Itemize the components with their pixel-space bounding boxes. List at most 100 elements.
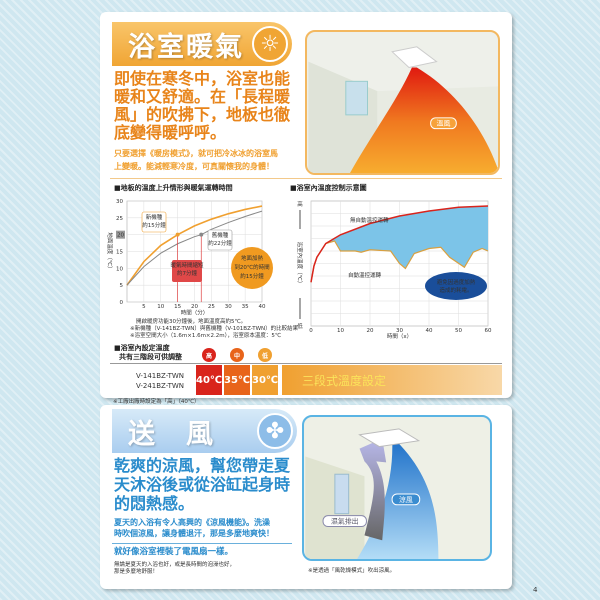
heating-illustration: 溫風 [305, 30, 500, 175]
y-tick-label: 15 [116, 250, 123, 256]
summary-circle [231, 247, 273, 289]
headline-line: 的悶熱感。 [114, 494, 195, 513]
y-tick-label: 25 [116, 216, 123, 222]
summary-circle-text: 地面加熱 [241, 254, 264, 262]
note-line: ※新機種（V-141BZ-TWN）與舊機種（V-101BZ-TWN）的比較結果 [130, 326, 299, 332]
level-high: 高 [202, 348, 216, 362]
temp-40: 40℃ [196, 365, 222, 395]
fan-section: 送 風 ✤ 乾爽的涼風，幫您帶走夏 天沐浴後或從浴缸起身時 的悶熱感。 夏天的入… [100, 405, 512, 589]
x-tick-label: 5 [142, 304, 146, 310]
data-point [199, 232, 204, 237]
x-tick-label: 60 [485, 328, 492, 334]
subtext-line: 上變暖。能減輕寒冷度，可真關懷我的身體！ [114, 162, 274, 171]
heating-subtext: 只要選擇《暖房模式》，就可把冷冰冰的浴室馬 上變暖。能減輕寒冷度，可真關懷我的身… [114, 147, 278, 173]
x-tick-label: 15 [174, 304, 181, 310]
setting-title: ■浴室內設定溫度 共有三階段可供調整 [114, 344, 182, 362]
setting-title-line: ■浴室內設定溫度 [114, 344, 170, 352]
page-number: 4 [533, 586, 538, 594]
x-tick-label: 10 [337, 328, 344, 334]
old-model-label [207, 229, 233, 251]
heating-headline: 即使在寒冬中，浴室也能 暖和又舒適。在「長程暖 風」的吹拂下，地板也徹 底變得暖… [114, 70, 290, 142]
x-tick-label: 40 [426, 328, 433, 334]
fan-note: ※是透過「風乾燥模式」吹出涼風。 [308, 568, 396, 574]
headline-line: 底變得暖呼呼。 [114, 123, 227, 142]
chart1-notes: 開啟暖房功能30分鐘後，地面溫度高約5℃。 ※新機種（V-141BZ-TWN）與… [130, 319, 298, 340]
fan-title: 送 風 [128, 418, 215, 450]
reduction-label-text: 暖氣時間縮短 [170, 261, 204, 269]
fan-small-text: 無論是夏天的入浴也好，或是長時間的泡澡也好， 那是多麼地舒服！ [114, 562, 235, 576]
x-tick-label: 30 [396, 328, 403, 334]
y-axis-label: 地面溫度（℃） [106, 232, 114, 271]
data-point [175, 232, 180, 237]
headline-line: 即使在寒冬中，浴室也能 [114, 69, 291, 88]
x-tick-label: 10 [157, 304, 164, 310]
fan-subtext: 夏天的入浴有令人高興的《涼風機能》。洗澡 時吹個涼風，讓身體退汗，那是多麼地爽快… [114, 517, 274, 539]
y-tick-label: 0 [120, 300, 124, 306]
subtext-line: 夏天的入浴有令人高興的《涼風機能》。洗澡 [114, 518, 270, 527]
chart2-title: ■浴室內溫度控制示意圖 [290, 184, 367, 192]
y-tick-label: 5 [120, 283, 124, 289]
fan-icon: ✤ [257, 413, 293, 449]
small-line: 無論是夏天的入浴也好，或是長時間的泡澡也好， [114, 562, 236, 568]
x-tick-label: 25 [208, 304, 215, 310]
old-model-label-text: 約22分鐘 [208, 239, 232, 247]
bubble-text: 造成的耗電。 [439, 286, 472, 294]
heating-section: 浴室暖氣 ☼ 即使在寒冬中，浴室也能 暖和又舒適。在「長程暖 風」的吹拂下，地板… [100, 12, 512, 398]
x-tick-label: 0 [309, 328, 313, 334]
temp-30: 30℃ [252, 365, 278, 395]
series-line-no-auto [310, 205, 489, 283]
bubble-text: 避免因過度加熱 [437, 278, 476, 286]
x-tick-label: 35 [242, 304, 249, 310]
sun-icon: ☼ [252, 26, 288, 62]
room-temp-chart: 0 10 20 30 40 50 60 時間（x） 高低 浴室內溫度（℃） 無自動溫控運轉自動溫控運… [296, 200, 492, 340]
three-level-banner: 三段式溫度設定 [282, 365, 502, 395]
summary-circle-text: 到20℃的時間 [234, 263, 270, 271]
exhaust-label: 濕氣排出 [331, 517, 359, 526]
reduction-label-text: 約7分鐘 [177, 269, 197, 277]
x-axis-label: 時間（分） [181, 309, 209, 317]
fan-subtext2: 就好像浴室裡裝了電風扇一樣。 [114, 547, 234, 557]
highlight-tick-bg [116, 230, 125, 239]
x-tick-label: 20 [191, 304, 198, 310]
setting-note: ※工廠出廠時設定為「高」（40℃） [113, 399, 200, 405]
cool-air-label: 涼風 [399, 495, 413, 504]
setting-title-line: 共有三階段可供調整 [119, 353, 182, 361]
headline-line: 天沐浴後或從浴缸起身時 [114, 475, 291, 494]
savings-area [311, 206, 488, 283]
x-tick-label: 40 [259, 304, 266, 310]
divider [110, 178, 502, 179]
subtext-line: 只要選擇《暖房模式》，就可把冷冰冰的浴室馬 [114, 149, 278, 158]
bubble [425, 272, 487, 300]
model-name: V-241BZ-TWN [135, 382, 185, 390]
level-low: 低 [258, 348, 272, 362]
headline-line: 暖和又舒適。在「長程暖 [114, 87, 291, 106]
new-model-label-text: 約15分鐘 [142, 221, 166, 229]
x-axis-label: 時間（x） [387, 332, 412, 340]
new-model-label [141, 211, 167, 233]
fan-headline: 乾爽的涼風，幫您帶走夏 天沐浴後或從浴缸起身時 的悶熱感。 [114, 456, 290, 513]
y-tick-label: 30 [116, 199, 123, 205]
y-high-label: 高 [297, 200, 303, 208]
subtext-line: 時吹個涼風，讓身體退汗，那是多麼地爽快！ [114, 529, 274, 538]
x-tick-label: 20 [367, 328, 374, 334]
series-line-new [126, 205, 263, 286]
y-tick-label: 10 [116, 266, 123, 272]
level-mid: 中 [230, 348, 244, 362]
heating-banner: 浴室暖氣 ☼ [112, 22, 292, 66]
y-low-label: 低 [297, 322, 303, 330]
note-line: 開啟暖房功能30分鐘後，地面溫度高約5℃。 [136, 319, 247, 325]
auto-label: 自動溫控運轉 [348, 271, 382, 279]
divider [112, 543, 292, 544]
floor-temp-chart: 5 10 15 20 25 30 35 40 0 5 10 15 20 25 30 時間（分） 地面溫度（℃） 新… [106, 199, 273, 317]
no-auto-label: 無自動溫控運轉 [350, 216, 389, 224]
y-tick-label: 20 [117, 233, 124, 239]
new-model-label-text: 新機種 [146, 213, 163, 221]
chart1-title: ■地板的溫度上升情形與暖氣運轉時間 [114, 184, 233, 192]
temp-35: 35℃ [224, 365, 250, 395]
old-model-label-text: 舊機種 [212, 231, 229, 239]
summary-circle-text: 約15分鐘 [240, 272, 264, 280]
model-names: V-141BZ-TWN V-241BZ-TWN [130, 371, 190, 391]
warm-air-label: 溫風 [437, 119, 451, 128]
y-axis-label: 浴室內溫度（℃） [296, 242, 304, 287]
reduction-label [172, 260, 202, 282]
